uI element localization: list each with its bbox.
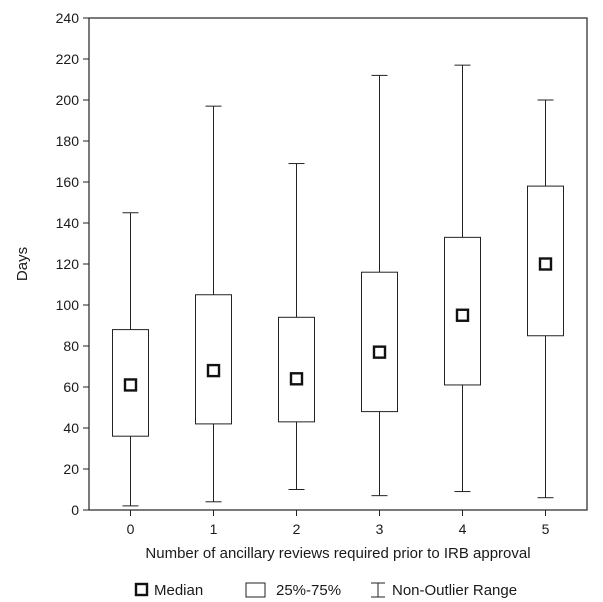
y-tick-label: 60 xyxy=(63,379,79,395)
box-1 xyxy=(195,105,232,503)
y-tick-label: 40 xyxy=(63,420,79,436)
y-tick-label: 220 xyxy=(56,51,80,67)
median-marker xyxy=(206,363,221,378)
x-tick-label: 4 xyxy=(459,521,467,537)
box-series xyxy=(112,64,564,507)
iqr-box xyxy=(278,316,315,423)
legend: Median 25%-75% Non-Outlier Range xyxy=(134,582,517,599)
y-tick-label: 80 xyxy=(63,338,79,354)
median-marker xyxy=(455,308,470,322)
legend-median-icon xyxy=(134,582,149,597)
legend-median-label: Median xyxy=(154,582,203,599)
median-marker xyxy=(372,345,387,359)
y-tick-label: 180 xyxy=(56,133,80,149)
iqr-box xyxy=(195,294,232,425)
iqr-box xyxy=(361,271,398,413)
y-tick-label: 140 xyxy=(56,215,80,231)
box-0 xyxy=(112,212,149,507)
legend-whisker-icon xyxy=(371,582,385,598)
y-tick-label: 100 xyxy=(56,297,80,313)
x-tick-label: 5 xyxy=(542,521,550,537)
box-2 xyxy=(278,163,315,490)
x-axis-title: Number of ancillary reviews required pri… xyxy=(145,545,530,562)
y-tick-label: 0 xyxy=(71,502,79,518)
x-tick-label: 1 xyxy=(210,521,218,537)
x-tick-label: 3 xyxy=(376,521,384,537)
median-marker xyxy=(289,372,304,386)
y-tick-label: 160 xyxy=(56,174,80,190)
median-marker xyxy=(123,378,138,392)
box-5 xyxy=(527,99,564,499)
legend-box-icon xyxy=(245,582,266,598)
legend-range-label: Non-Outlier Range xyxy=(392,582,517,599)
y-tick-label: 240 xyxy=(56,10,80,26)
y-tick-label: 120 xyxy=(56,256,80,272)
box-4 xyxy=(444,64,481,493)
x-tick-label: 0 xyxy=(127,521,135,537)
x-axis: 0 1 2 3 4 5 xyxy=(127,510,550,537)
y-axis-title: Days xyxy=(14,247,31,281)
x-tick-label: 2 xyxy=(293,521,301,537)
plot-frame xyxy=(88,17,588,511)
y-axis: 0 20 40 60 80 100 120 140 160 180 200 220 240 xyxy=(56,10,89,518)
box-3 xyxy=(361,74,398,497)
y-tick-label: 20 xyxy=(63,461,79,477)
legend-box-label: 25%-75% xyxy=(276,582,341,599)
y-tick-label: 200 xyxy=(56,92,80,108)
median-marker xyxy=(538,257,553,271)
